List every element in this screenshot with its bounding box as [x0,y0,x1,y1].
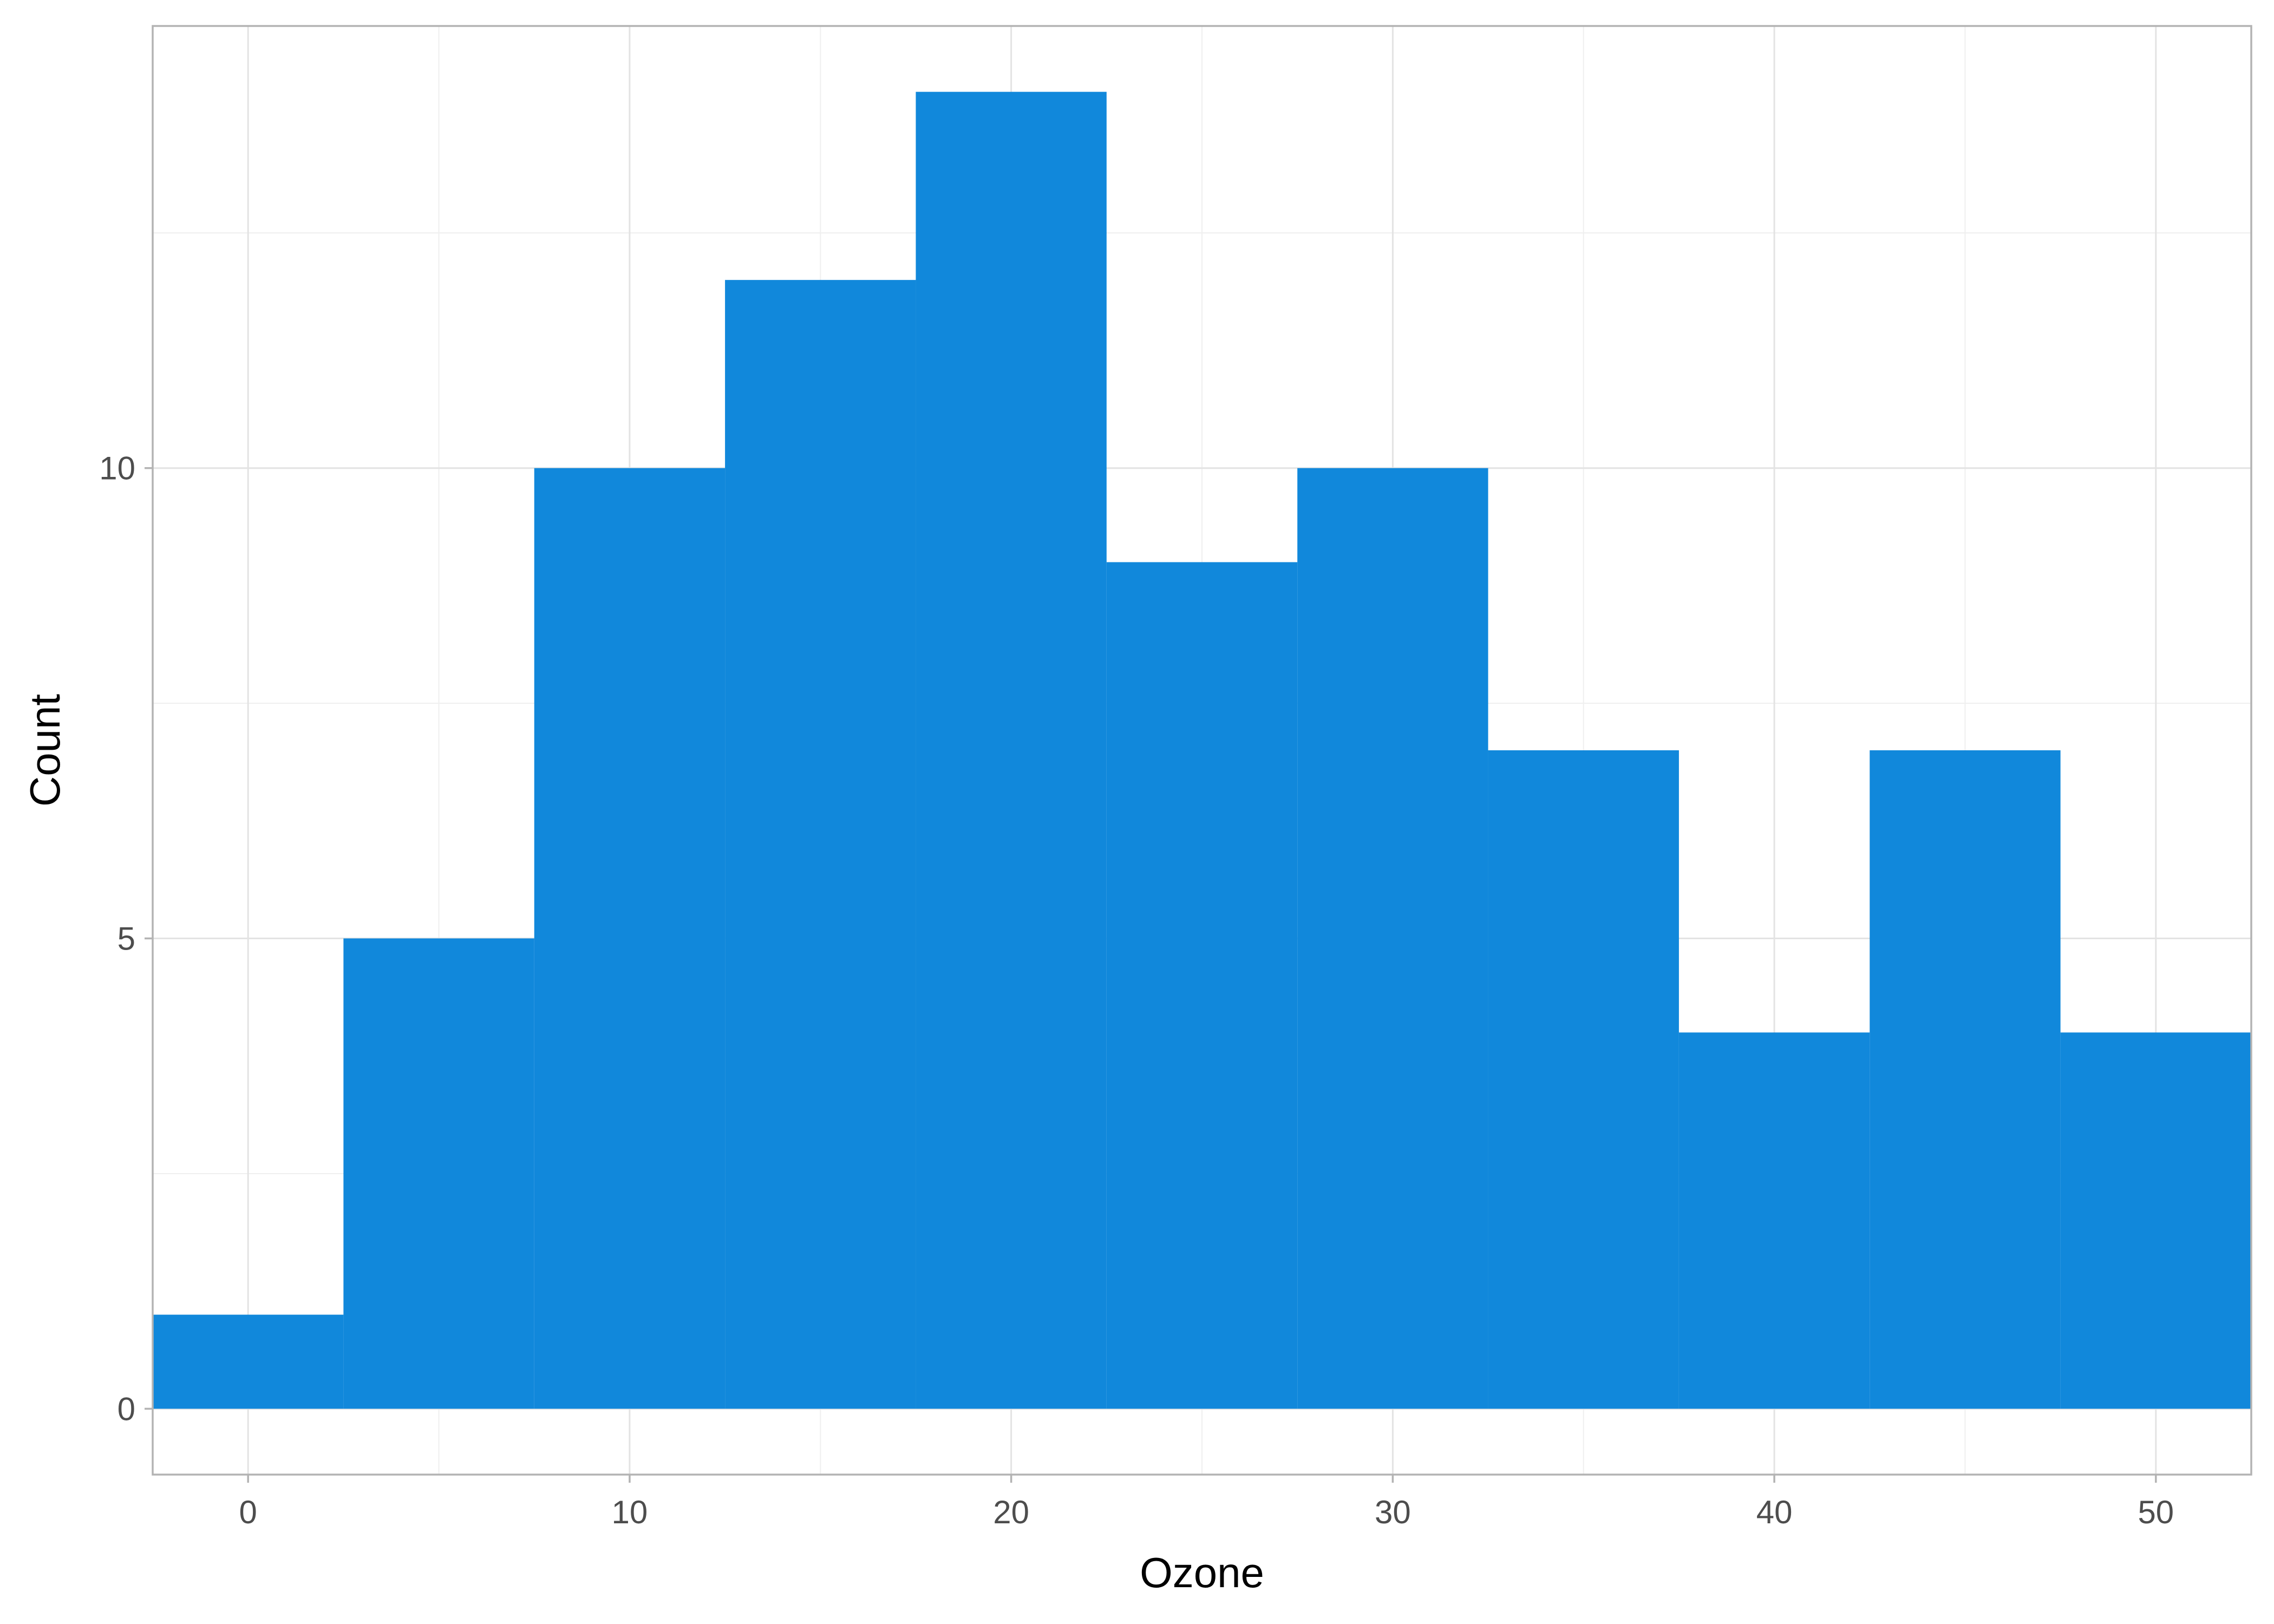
x-tick-label: 50 [2138,1494,2174,1530]
histogram-bar [916,91,1107,1409]
y-axis-title: Count [21,694,69,807]
histogram-bar [1297,468,1488,1409]
histogram-bar [1106,562,1298,1409]
y-tick-label: 10 [99,450,135,487]
histogram-bar [534,468,726,1409]
histogram-bar [153,1314,344,1409]
y-tick-labels: 0 5 10 [99,450,135,1427]
x-tick-label: 30 [1375,1494,1411,1530]
x-tick-label: 20 [993,1494,1029,1530]
histogram-bar [1678,1032,1870,1409]
histogram-bar [2060,1032,2251,1409]
histogram-bar [725,280,916,1409]
panel-border [152,25,2252,1476]
bars [153,91,2251,1409]
histogram-bar [1488,750,1679,1409]
x-axis-title: Ozone [1140,1549,1264,1596]
y-tick-label: 5 [117,921,135,957]
x-tick-label: 0 [239,1494,257,1530]
histogram-bar [343,938,534,1409]
x-tick-label: 10 [612,1494,648,1530]
histogram-bar [1870,750,2061,1409]
tick-marks [145,467,2157,1483]
y-tick-label: 0 [117,1391,135,1427]
x-tick-labels: 0 10 20 30 40 50 [239,1494,2174,1530]
x-tick-label: 40 [1756,1494,1793,1530]
